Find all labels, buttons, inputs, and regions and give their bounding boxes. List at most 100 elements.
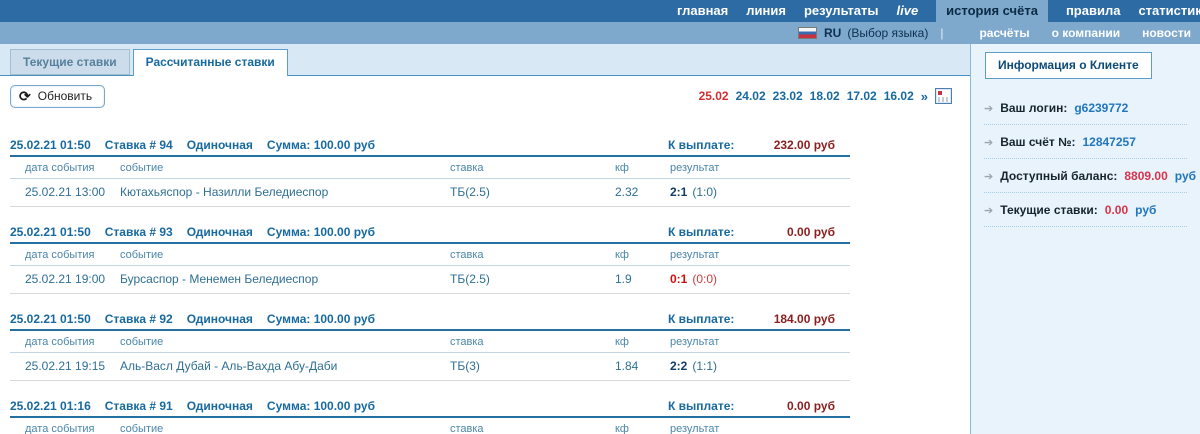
column-header-event: событие	[120, 249, 164, 261]
column-header-stake: ставка	[450, 162, 484, 174]
tab[interactable]: Текущие ставки	[10, 49, 130, 75]
final-score: 0:1	[670, 272, 688, 286]
bet-type: Одиночная	[186, 312, 253, 326]
bet-table-row: 25.02.21 19:15 Аль-Васл Дубай - Аль-Вахд…	[10, 353, 850, 381]
divider: |	[940, 26, 944, 40]
column-header-event: событие	[120, 162, 164, 174]
nav-item[interactable]: результаты	[803, 3, 879, 18]
page-body: Текущие ставки Рассчитанные ставки ⟳ Обно…	[0, 44, 1200, 434]
ru-flag-icon[interactable]	[798, 27, 817, 39]
sub-nav-link[interactable]: расчёты	[979, 26, 1030, 40]
client-info-value: 0.00	[1104, 203, 1129, 217]
bet-block: 25.02.21 01:50 Ставка # 93 Одиночная Сум…	[10, 225, 850, 294]
nav-item[interactable]: статистика	[1138, 3, 1200, 18]
client-info-item: ➔ Ваш логин: g6239772	[984, 91, 1187, 125]
column-header-event: событие	[120, 336, 164, 348]
payout-label: К выплате:	[668, 138, 735, 152]
bets-content-panel: ⟳ Обновить 25.02 24.02 23.02 18.02 17.02 16.0…	[0, 75, 970, 434]
column-header-result: результат	[670, 336, 720, 348]
payout-value: 0.00 руб	[787, 225, 835, 239]
bet-number: Ставка # 94	[104, 138, 173, 152]
refresh-icon: ⟳	[19, 88, 31, 104]
client-info-label: Доступный баланс:	[1000, 169, 1118, 183]
payout-label: К выплате:	[668, 399, 735, 413]
calendar-icon[interactable]	[935, 88, 952, 104]
column-header-result: результат	[670, 423, 720, 434]
event-date: 25.02.21 13:00	[25, 185, 106, 199]
column-header-coefficient: кф	[615, 249, 629, 261]
top-nav-items: главная линия результаты live история счёта п…	[677, 0, 1200, 22]
bet-header: 25.02.21 01:50 Ставка # 92 Одиночная Сум…	[10, 312, 850, 331]
sub-nav-links: расчёты о компании новости	[979, 26, 1191, 40]
bet-table-header: дата события событие ставка кф результат	[10, 244, 850, 266]
event-name: Кютахьяспор - Назилли Беледиеспор	[120, 185, 329, 199]
currency-label: руб	[1174, 169, 1197, 183]
nav-item[interactable]: правила	[1065, 3, 1121, 18]
bet-table-row: 25.02.21 13:00 Кютахьяспор - Назилли Бел…	[10, 179, 850, 207]
client-info-tab[interactable]: Информация о Клиенте	[985, 52, 1152, 79]
date-link[interactable]: 18.02	[809, 89, 840, 103]
refresh-button[interactable]: ⟳ Обновить	[10, 85, 106, 108]
bet-placed-datetime: 25.02.21 01:50	[10, 312, 91, 326]
halftime-score: (0:0)	[692, 272, 718, 286]
column-header-event-date: дата события	[25, 249, 95, 261]
stake-value: ТБ(2.5)	[450, 185, 490, 199]
sub-nav-bar: RU (Выбор языка) | расчёты о компании ново…	[0, 22, 1200, 44]
date-link[interactable]: 25.02	[698, 89, 729, 103]
arrow-icon: ➔	[984, 170, 994, 183]
nav-item[interactable]: история счёта	[936, 0, 1048, 22]
nav-item[interactable]: live	[896, 3, 919, 18]
result-cell: 2:2 (1:1)	[670, 359, 850, 373]
bet-sum: Сумма: 100.00 руб	[266, 399, 375, 413]
client-info-value: 12847257	[1082, 135, 1136, 149]
date-link[interactable]: 16.02	[883, 89, 914, 103]
column-header-event-date: дата события	[25, 423, 95, 434]
sub-nav-link[interactable]: о компании	[1051, 26, 1121, 40]
column-header-coefficient: кф	[615, 162, 629, 174]
tab[interactable]: Рассчитанные ставки	[132, 49, 288, 76]
final-score: 2:2	[670, 359, 688, 373]
nav-item[interactable]: линия	[746, 3, 786, 18]
column-header-stake: ставка	[450, 249, 484, 261]
column-header-stake: ставка	[450, 423, 484, 434]
date-link[interactable]: 24.02	[735, 89, 766, 103]
bet-type: Одиночная	[186, 225, 253, 239]
bets-list: 25.02.21 01:50 Ставка # 94 Одиночная Сум…	[10, 138, 850, 434]
nav-item[interactable]: главная	[677, 3, 729, 18]
client-info-item: ➔ Доступный баланс: 8809.00 руб	[984, 159, 1196, 193]
column-header-result: результат	[670, 162, 720, 174]
client-info-item: ➔ Ваш счёт №: 12847257	[984, 125, 1187, 159]
bet-placed-datetime: 25.02.21 01:16	[10, 399, 91, 413]
column-header-event-date: дата события	[25, 336, 95, 348]
column-header-event: событие	[120, 423, 164, 434]
language-code[interactable]: RU	[824, 26, 842, 40]
bet-table-header: дата события событие ставка кф результат	[10, 157, 850, 179]
language-selector-label[interactable]: (Выбор языка)	[847, 26, 929, 40]
top-nav-bar: главная линия результаты live история счёта п…	[0, 0, 1200, 22]
payout-value: 0.00 руб	[787, 399, 835, 413]
refresh-button-label: Обновить	[37, 89, 93, 103]
client-info-label: Ваш счёт №:	[1000, 135, 1076, 149]
bet-number: Ставка # 93	[104, 225, 173, 239]
bet-number: Ставка # 91	[104, 399, 173, 413]
column-header-stake: ставка	[450, 336, 484, 348]
sub-nav-link[interactable]: новости	[1142, 26, 1191, 40]
bet-type: Одиночная	[186, 138, 253, 152]
coefficient-value: 1.84	[615, 359, 639, 373]
more-dates-link[interactable]: »	[920, 88, 928, 104]
client-info-item: ➔ Текущие ставки: 0.00 руб	[984, 193, 1187, 227]
client-info-items: ➔ Ваш логин: g6239772 ➔ Ваш счёт №: 1284…	[971, 91, 1200, 227]
column-header-coefficient: кф	[615, 336, 629, 348]
date-links: 25.02 24.02 23.02 18.02 17.02 16.02	[699, 89, 914, 103]
date-link[interactable]: 17.02	[846, 89, 877, 103]
bet-block: 25.02.21 01:50 Ставка # 94 Одиночная Сум…	[10, 138, 850, 207]
final-score: 2:1	[670, 185, 688, 199]
event-date: 25.02.21 19:00	[25, 272, 106, 286]
client-info-value: g6239772	[1074, 101, 1129, 115]
bet-block: 25.02.21 01:50 Ставка # 92 Одиночная Сум…	[10, 312, 850, 381]
halftime-score: (1:1)	[692, 359, 718, 373]
date-link[interactable]: 23.02	[772, 89, 803, 103]
arrow-icon: ➔	[984, 204, 994, 217]
event-name: Аль-Васл Дубай - Аль-Вахда Абу-Даби	[120, 359, 338, 373]
bet-number: Ставка # 92	[104, 312, 173, 326]
